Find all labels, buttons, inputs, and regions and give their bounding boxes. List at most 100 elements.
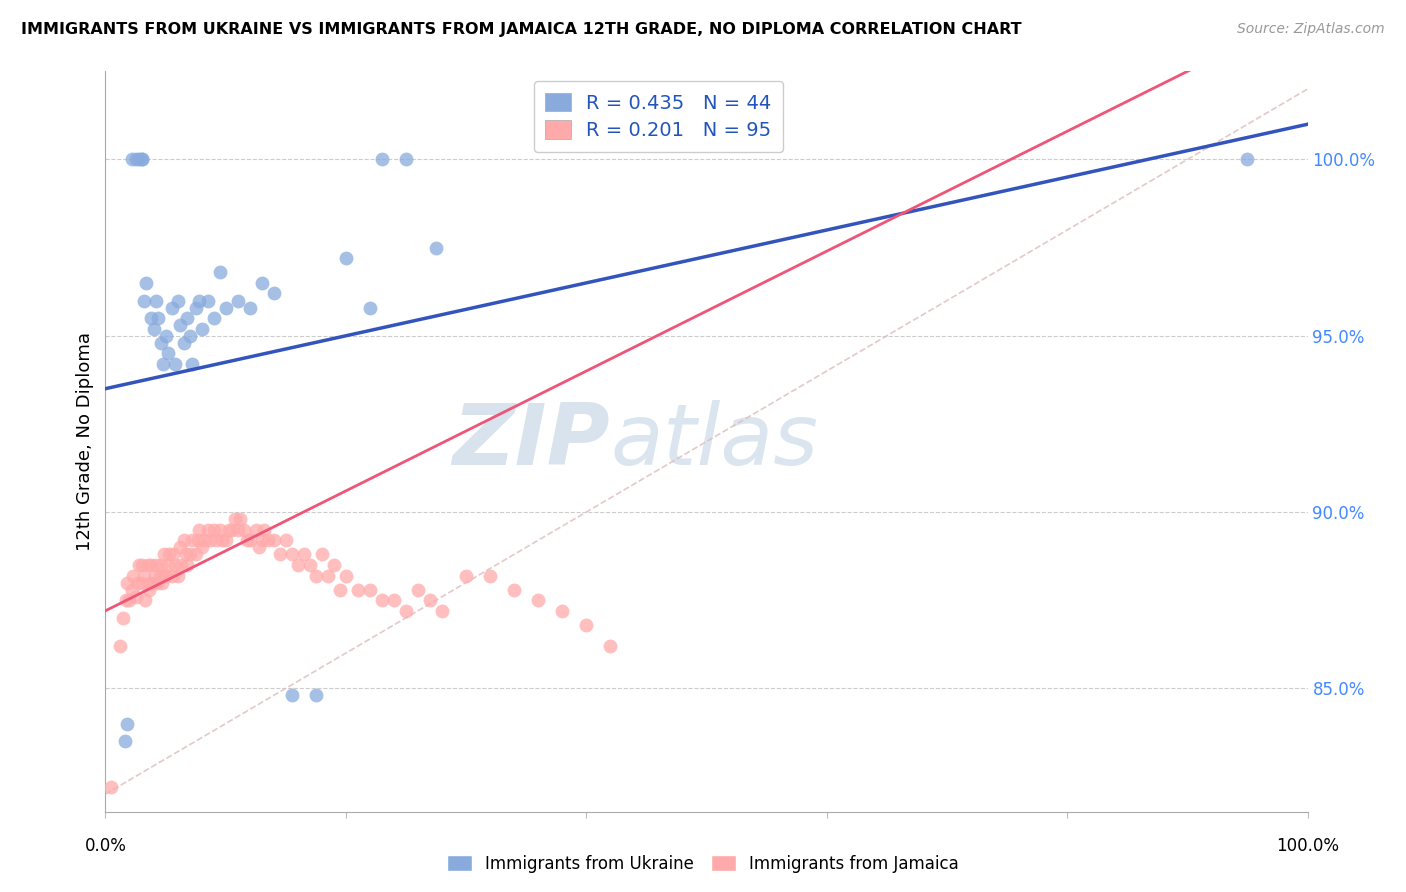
Text: 0.0%: 0.0% [84, 837, 127, 855]
Point [263, 533, 285, 548]
Point [406, 582, 429, 597]
Point [155, 328, 177, 343]
Point [184, 301, 207, 315]
Point [155, 568, 177, 582]
Text: Source: ZipAtlas.com: Source: ZipAtlas.com [1237, 22, 1385, 37]
Point [232, 523, 254, 537]
Point [263, 286, 285, 301]
Point [311, 547, 333, 561]
Point [165, 558, 187, 572]
Point [239, 301, 262, 315]
Point [425, 241, 447, 255]
Point [121, 582, 143, 597]
Point [179, 328, 201, 343]
Point [197, 293, 219, 308]
Point [292, 547, 315, 561]
Point [419, 593, 441, 607]
Point [188, 293, 211, 308]
Point [179, 547, 201, 561]
Point [181, 357, 204, 371]
Point [135, 276, 157, 290]
Point [224, 512, 246, 526]
Point [153, 547, 176, 561]
Point [214, 533, 236, 548]
Point [250, 276, 273, 290]
Point [305, 568, 328, 582]
Point [281, 689, 304, 703]
Point [132, 293, 155, 308]
Point [329, 582, 352, 597]
Point [395, 153, 418, 167]
Legend: Immigrants from Ukraine, Immigrants from Jamaica: Immigrants from Ukraine, Immigrants from… [440, 848, 966, 880]
Point [156, 346, 179, 360]
Point [157, 547, 180, 561]
Point [575, 618, 598, 632]
Point [236, 533, 259, 548]
Point [131, 153, 153, 167]
Point [221, 523, 243, 537]
Point [128, 153, 150, 167]
Point [149, 335, 172, 350]
Point [551, 604, 574, 618]
Point [139, 575, 162, 590]
Point [395, 604, 418, 618]
Point [152, 357, 174, 371]
Point [256, 533, 278, 548]
Point [160, 301, 183, 315]
Point [599, 639, 621, 653]
Point [131, 558, 153, 572]
Point [202, 311, 225, 326]
Point [503, 582, 526, 597]
Point [1236, 153, 1258, 167]
Point [145, 558, 167, 572]
Point [112, 611, 135, 625]
Point [146, 575, 169, 590]
Point [197, 523, 219, 537]
Point [166, 293, 188, 308]
Point [142, 322, 165, 336]
Point [166, 568, 188, 582]
Point [160, 568, 183, 582]
Point [115, 593, 138, 607]
Point [176, 311, 198, 326]
Point [152, 568, 174, 582]
Point [218, 523, 240, 537]
Point [335, 568, 357, 582]
Point [359, 301, 381, 315]
Point [187, 533, 209, 548]
Point [139, 558, 162, 572]
Text: ZIP: ZIP [453, 400, 610, 483]
Point [274, 533, 297, 548]
Point [124, 590, 146, 604]
Text: atlas: atlas [610, 400, 818, 483]
Point [190, 541, 212, 555]
Text: 100.0%: 100.0% [1277, 837, 1339, 855]
Point [173, 533, 195, 548]
Point [239, 533, 262, 548]
Point [269, 547, 291, 561]
Point [188, 523, 211, 537]
Point [250, 533, 273, 548]
Point [162, 547, 184, 561]
Point [148, 311, 170, 326]
Point [131, 153, 153, 167]
Point [253, 523, 276, 537]
Point [527, 593, 550, 607]
Point [202, 523, 225, 537]
Point [479, 568, 502, 582]
Point [229, 512, 252, 526]
Point [108, 639, 131, 653]
Point [156, 558, 179, 572]
Point [382, 593, 405, 607]
Point [118, 593, 141, 607]
Point [316, 568, 339, 582]
Point [190, 322, 212, 336]
Point [181, 533, 204, 548]
Point [131, 575, 153, 590]
Point [145, 293, 167, 308]
Point [148, 568, 170, 582]
Point [174, 547, 197, 561]
Point [114, 734, 136, 748]
Point [115, 575, 138, 590]
Point [139, 311, 162, 326]
